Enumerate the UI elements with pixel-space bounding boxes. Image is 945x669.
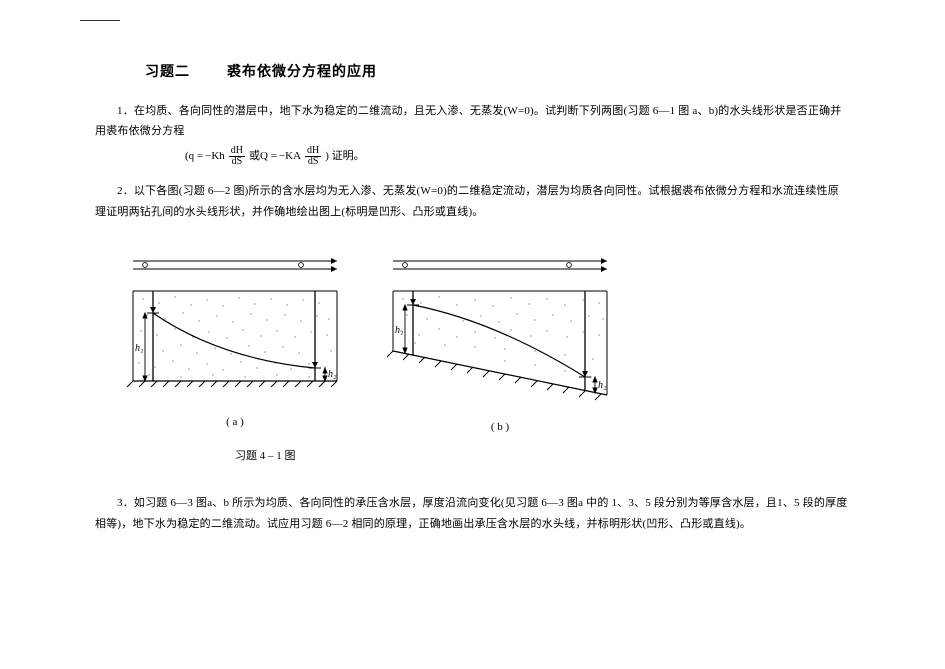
figure-a: h₁ h₂ ( a ) — [125, 243, 345, 438]
problem-3-text: 3．如习题 6—3 图a、b 所示为均质、各向同性的承压含水层，厚度沿流向变化(… — [95, 493, 850, 535]
document-page: 习题二 裘布依微分方程的应用 1．在均质、各向同性的潜层中，地下水为稳定的二维流… — [0, 0, 945, 565]
formula-neg2: −KA — [279, 146, 301, 167]
figure-caption: 习题 4 – 1 图 — [235, 446, 850, 467]
formula-or: 或Q = — [249, 146, 277, 167]
figure-a-h1-label: h₁ — [135, 343, 143, 354]
formula-open: (q = — [185, 146, 203, 167]
problem-1-text: 1．在均质、各向同性的潜层中，地下水为稳定的二维流动，且无入渗、无蒸发(W=0)… — [95, 101, 850, 143]
formula-close: ) 证明。 — [325, 146, 364, 167]
figure-b-label: ( b ) — [385, 417, 615, 438]
figures-row: h₁ h₂ ( a ) — [125, 243, 850, 438]
page-title: 习题二 裘布依微分方程的应用 — [145, 60, 850, 87]
formula-frac2: dH dS — [305, 146, 321, 167]
figure-a-label: ( a ) — [125, 412, 345, 433]
figure-b: h₁ h₂ ( b ) — [385, 243, 615, 438]
formula-frac1: dH dS — [229, 146, 245, 167]
title-problem-set: 习题二 — [145, 65, 190, 80]
figure-b-h2-label: h₂ — [598, 380, 607, 391]
figure-a-h2-label: h₂ — [328, 369, 337, 380]
figure-a-svg: h₁ h₂ — [125, 243, 345, 408]
formula-neg1: −Kh — [205, 146, 225, 167]
title-subject: 裘布依微分方程的应用 — [227, 65, 377, 80]
figure-b-svg: h₁ h₂ — [385, 243, 615, 413]
figure-b-h1-label: h₁ — [395, 325, 403, 336]
header-rule — [80, 20, 120, 21]
problem-1-formula: (q = −Kh dH dS 或Q = −KA dH dS ) 证明。 — [185, 146, 850, 167]
problem-2-text: 2．以下各图(习题 6—2 图)所示的含水层均为无入渗、无蒸发(W=0)的二维稳… — [95, 181, 850, 223]
